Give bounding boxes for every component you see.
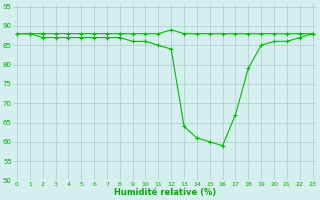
X-axis label: Humidité relative (%): Humidité relative (%) — [114, 188, 216, 197]
